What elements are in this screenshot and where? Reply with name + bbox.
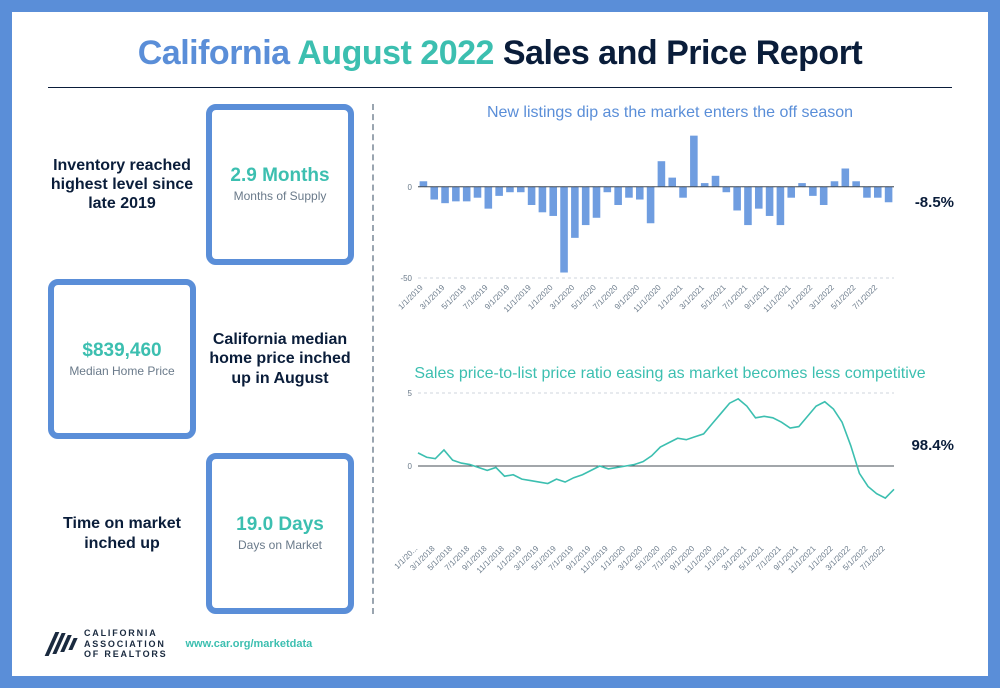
title-post: Sales and Price Report (494, 34, 862, 72)
footer: CALIFORNIA ASSOCIATION OF REALTORS www.c… (48, 628, 312, 660)
svg-text:0: 0 (408, 183, 413, 192)
listings-chart-block: New listings dip as the market enters th… (388, 104, 952, 353)
median-label: Median Home Price (69, 364, 174, 378)
svg-text:-50: -50 (400, 274, 412, 283)
median-value: $839,460 (82, 340, 161, 362)
charts-panel: New listings dip as the market enters th… (388, 104, 952, 614)
median-text: California median home price inched up i… (206, 279, 354, 440)
median-box: $839,460 Median Home Price (48, 279, 196, 440)
listings-chart-title: New listings dip as the market enters th… (388, 104, 952, 122)
org-line3: OF REALTORS (84, 649, 167, 660)
ratio-chart-block: Sales price-to-list price ratio easing a… (388, 365, 952, 614)
svg-text:0: 0 (408, 462, 413, 471)
car-logo-icon (48, 630, 76, 658)
inventory-label: Months of Supply (234, 189, 327, 203)
svg-text:7/1/2022: 7/1/2022 (851, 283, 880, 312)
car-logo: CALIFORNIA ASSOCIATION OF REALTORS (48, 628, 167, 660)
days-label: Days on Market (238, 538, 322, 552)
days-text: Time on market inched up (48, 453, 196, 614)
report-frame: California August 2022 Sales and Price R… (0, 0, 1000, 688)
ratio-line-chart: 051/1/20...3/1/20185/1/20187/1/20189/1/2… (388, 387, 948, 587)
listings-bar-chart: -5001/1/20193/1/20195/1/20197/1/20199/1/… (388, 126, 948, 326)
ratio-end-label: 98.4% (911, 437, 954, 454)
title-pre: California (138, 34, 298, 72)
inventory-box: 2.9 Months Months of Supply (206, 104, 354, 265)
days-value: 19.0 Days (236, 514, 324, 536)
main-grid: Inventory reached highest level since la… (48, 104, 952, 614)
stats-panel: Inventory reached highest level since la… (48, 104, 358, 614)
vertical-divider (372, 104, 374, 614)
ratio-chart-title: Sales price-to-list price ratio easing a… (388, 365, 952, 383)
footer-url: www.car.org/marketdata (185, 638, 312, 650)
listings-end-label: -8.5% (915, 194, 954, 211)
inventory-text: Inventory reached highest level since la… (48, 104, 196, 265)
title-accent: August 2022 (297, 34, 494, 72)
svg-text:5: 5 (408, 389, 413, 398)
report-title: California August 2022 Sales and Price R… (48, 34, 952, 73)
title-divider (48, 87, 952, 88)
days-box: 19.0 Days Days on Market (206, 453, 354, 614)
car-logo-text: CALIFORNIA ASSOCIATION OF REALTORS (84, 628, 167, 660)
org-line1: CALIFORNIA (84, 628, 167, 639)
org-line2: ASSOCIATION (84, 639, 167, 650)
inventory-value: 2.9 Months (230, 165, 329, 187)
